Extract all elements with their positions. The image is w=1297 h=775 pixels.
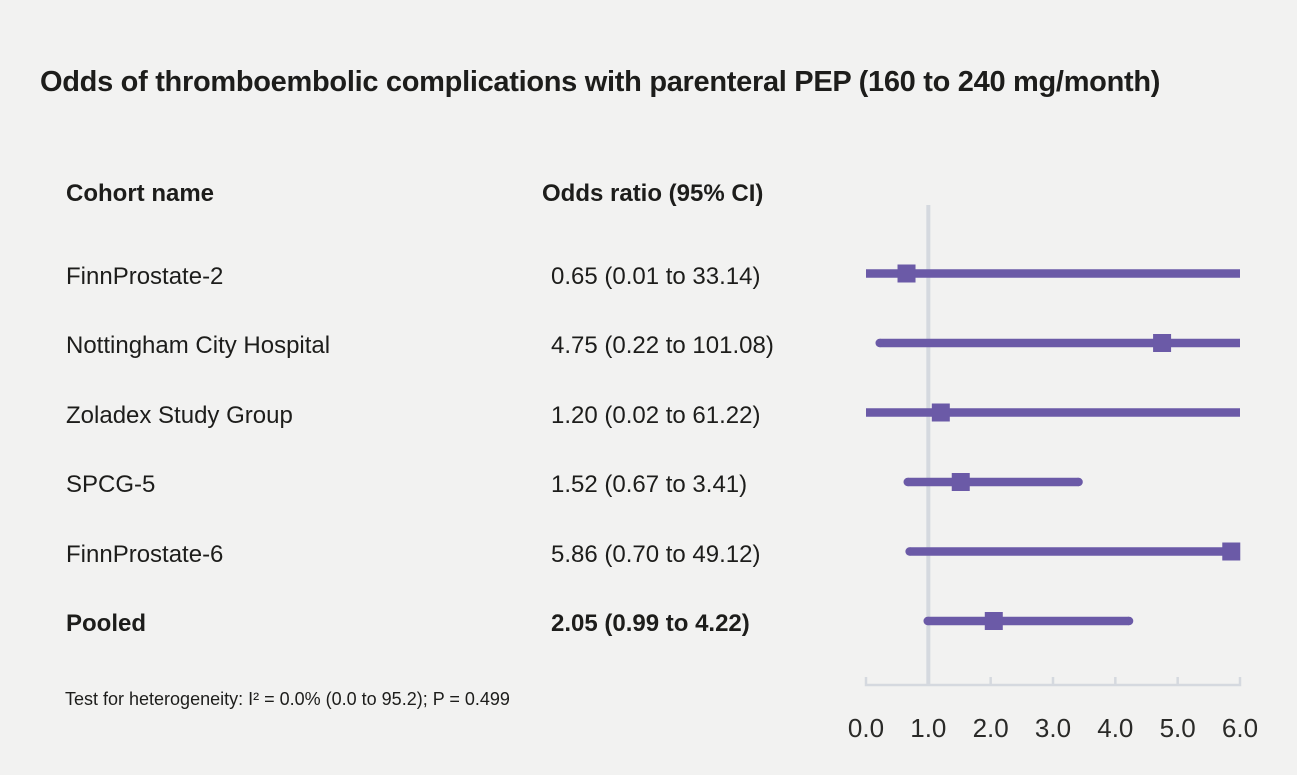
- ci-line-cap: [923, 616, 932, 626]
- cohort-name: Pooled: [66, 610, 147, 637]
- point-estimate-marker: [1222, 542, 1241, 561]
- cohort-name: Zoladex Study Group: [66, 401, 293, 429]
- ci-line-cap: [875, 338, 884, 348]
- ci-line-cap: [1124, 616, 1134, 626]
- cohort-name: FinnProstate-2: [66, 262, 224, 290]
- point-estimate-marker: [931, 403, 950, 422]
- heterogeneity-footnote: Test for heterogeneity: I² = 0.0% (0.0 t…: [65, 689, 510, 709]
- odds-ratio-value: 5.86 (0.70 to 49.12): [551, 540, 761, 568]
- odds-ratio-value: 1.52 (0.67 to 3.41): [551, 471, 748, 498]
- column-header-odds-ratio: Odds ratio (95% CI): [542, 180, 764, 207]
- x-tick-label: 3.0: [1035, 713, 1071, 743]
- cohort-name: SPCG-5: [66, 471, 156, 498]
- point-estimate-marker: [897, 264, 916, 283]
- x-tick-label: 2.0: [973, 713, 1009, 743]
- point-estimate-marker: [951, 473, 970, 491]
- cohort-name: Nottingham City Hospital: [66, 332, 331, 359]
- column-header-cohort-name: Cohort name: [66, 180, 215, 207]
- chart-title: Odds of thromboembolic complications wit…: [40, 66, 1161, 98]
- x-tick-label: 5.0: [1160, 713, 1196, 743]
- odds-ratio-value: 2.05 (0.99 to 4.22): [551, 610, 750, 637]
- ci-line-cap: [903, 477, 913, 487]
- point-estimate-marker: [1153, 334, 1172, 352]
- point-estimate-marker: [984, 612, 1003, 630]
- x-axis-line: [864, 677, 1242, 687]
- ci-line-cap: [905, 547, 914, 556]
- x-tick-label: 6.0: [1222, 713, 1258, 743]
- x-tick-label: 4.0: [1097, 713, 1133, 743]
- odds-ratio-value: 4.75 (0.22 to 101.08): [551, 332, 774, 359]
- odds-ratio-value: 0.65 (0.01 to 33.14): [551, 262, 761, 290]
- odds-ratio-value: 1.20 (0.02 to 61.22): [551, 401, 761, 429]
- x-tick-label: 0.0: [848, 713, 884, 743]
- cohort-name: FinnProstate-6: [66, 540, 224, 568]
- ci-line-cap: [1074, 477, 1083, 487]
- x-tick-label: 1.0: [910, 713, 946, 743]
